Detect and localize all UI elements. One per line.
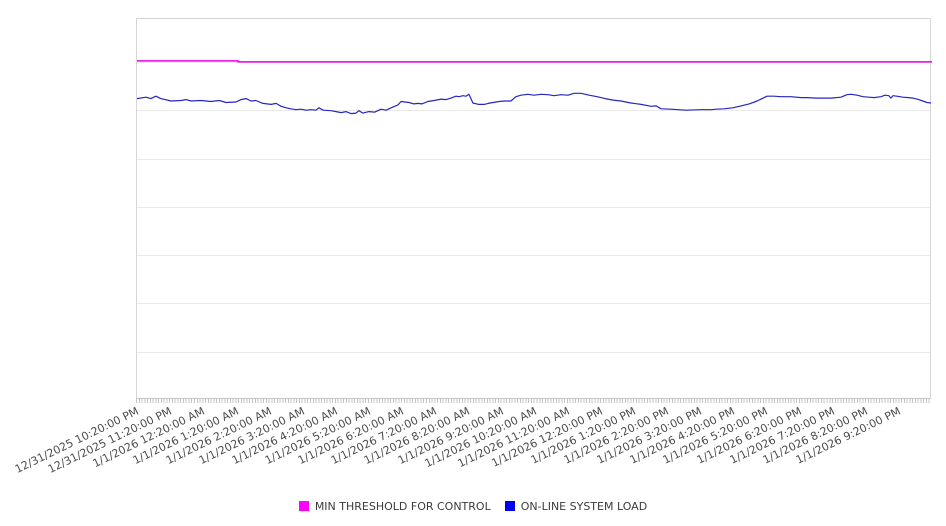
- chart-legend: MIN THRESHOLD FOR CONTROL ON-LINE SYSTEM …: [0, 498, 946, 514]
- y-gridline: [137, 206, 930, 208]
- legend-swatch: [504, 501, 515, 511]
- y-gridline: [137, 255, 930, 257]
- y-gridline: [137, 351, 930, 353]
- y-gridline: [137, 110, 930, 112]
- y-gridline: [137, 158, 930, 160]
- load-line-series: [137, 92, 932, 115]
- y-gridline: [137, 303, 930, 305]
- legend-label: ON-LINE SYSTEM LOAD: [520, 499, 648, 513]
- legend-item[interactable]: ON-LINE SYSTEM LOAD: [504, 499, 648, 513]
- plot-area: [136, 18, 932, 399]
- legend-label: MIN THRESHOLD FOR CONTROL: [314, 499, 491, 513]
- legend-swatch: [298, 501, 309, 511]
- series-plot: [137, 60, 932, 115]
- legend-item[interactable]: MIN THRESHOLD FOR CONTROL: [298, 499, 491, 513]
- x-axis-minor-ticks: [136, 399, 931, 403]
- threshold-line-series: [137, 60, 932, 63]
